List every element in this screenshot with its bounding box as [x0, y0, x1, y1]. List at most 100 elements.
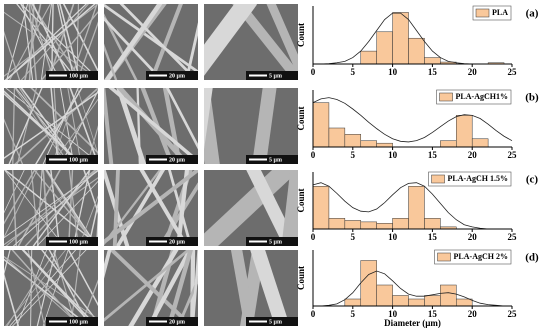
- y-axis-label: Count: [296, 188, 306, 212]
- bar: [408, 298, 425, 307]
- panel-label: (c): [526, 174, 539, 186]
- sem-image: 100 µm: [0, 245, 105, 330]
- bar: [392, 12, 409, 65]
- fibre: [16, 88, 37, 164]
- bar: [408, 186, 425, 230]
- scale-bar-label: 5 µm: [269, 319, 282, 325]
- fibre: [4, 4, 98, 77]
- fibre: [104, 43, 118, 80]
- legend-label: PLA: [492, 8, 508, 17]
- bar: [344, 220, 362, 230]
- sem-image: 100 µm: [4, 4, 98, 80]
- fibre: [50, 88, 59, 164]
- scale-bar-label: 100 µm: [69, 157, 88, 163]
- fibre: [0, 245, 1, 330]
- fibre: [69, 4, 98, 80]
- sem-image: 20 µm: [104, 250, 198, 326]
- fibre: [112, 170, 120, 246]
- sem-content: 5 µm: [204, 170, 298, 246]
- panel-label: (b): [525, 92, 539, 104]
- fibre: [166, 250, 193, 326]
- sem-image: 5 µm: [204, 250, 298, 326]
- fibre: [35, 88, 83, 164]
- fibre: [69, 88, 98, 164]
- fibre: [36, 180, 98, 246]
- fibre: [281, 170, 298, 246]
- scale-bar-label: 20 µm: [169, 319, 185, 325]
- fibre: [11, 170, 18, 246]
- x-tick-label: 5: [351, 150, 356, 160]
- fibre: [67, 88, 82, 164]
- fibre: [204, 4, 258, 76]
- fibre: [119, 4, 198, 80]
- fibre: [4, 170, 65, 246]
- scale-bar-bg: [46, 317, 98, 326]
- x-tick-label: 10: [388, 150, 398, 160]
- fibre: [29, 4, 55, 80]
- fibre: [32, 4, 72, 80]
- scale-bar-bg: [46, 237, 98, 246]
- bar: [328, 218, 346, 230]
- x-tick-label: 20: [468, 67, 478, 77]
- fibre: [20, 4, 61, 80]
- bar: [392, 295, 409, 307]
- legend-box: [434, 249, 512, 265]
- fibre: [76, 21, 98, 80]
- fibre: [33, 170, 98, 246]
- fibre: [104, 88, 114, 164]
- fibre: [9, 250, 77, 326]
- fibre: [4, 170, 36, 225]
- bar: [440, 140, 457, 148]
- bar: [471, 138, 489, 148]
- bar: [408, 37, 425, 65]
- fibre: [4, 90, 83, 164]
- fibre: [57, 4, 75, 80]
- x-tick-label: 20: [468, 150, 478, 160]
- bar: [360, 140, 377, 148]
- fibre: [104, 250, 112, 279]
- fibre: [12, 250, 87, 326]
- fibre: [8, 88, 43, 164]
- fibre: [11, 250, 82, 326]
- fibre: [46, 170, 98, 246]
- fibre: [18, 88, 70, 164]
- x-tick-label: 15: [428, 309, 438, 319]
- fibre: [28, 4, 37, 80]
- x-tick-label: 5: [351, 309, 356, 319]
- fibre: [98, 245, 105, 330]
- fibre: [4, 91, 98, 160]
- bar: [344, 134, 362, 148]
- fibre: [4, 118, 24, 164]
- fibre: [104, 170, 198, 245]
- sem-content: 100 µm: [0, 245, 105, 330]
- bar: [312, 102, 330, 148]
- fibre: [5, 250, 66, 326]
- fibre: [4, 170, 98, 239]
- sem-content: 5 µm: [204, 88, 298, 164]
- fibre: [76, 88, 98, 156]
- fibre: [104, 16, 164, 80]
- bar: [312, 186, 330, 230]
- bar: [456, 298, 473, 307]
- fibre: [53, 88, 60, 164]
- bar: [456, 115, 473, 148]
- x-tick-label: 0: [311, 150, 316, 160]
- legend-label: PLA-AgCH 1.5%: [448, 174, 508, 183]
- x-tick-label: 0: [311, 67, 316, 77]
- x-tick-label: 25: [508, 67, 518, 77]
- sem-image: 5 µm: [204, 4, 298, 80]
- fibre: [30, 88, 98, 154]
- scale-bar-bg: [146, 71, 198, 80]
- fibre: [95, 210, 98, 246]
- sem-content: 20 µm: [104, 170, 198, 246]
- legend-label: PLA-AgCH1%: [456, 92, 508, 101]
- fibre: [4, 255, 98, 320]
- sem-content: 5 µm: [204, 4, 298, 80]
- fibre: [108, 88, 198, 164]
- fibre: [42, 250, 69, 326]
- fibre: [168, 170, 193, 246]
- bar: [376, 223, 393, 230]
- fibre: [149, 4, 183, 80]
- fibre: [16, 250, 47, 326]
- fibre: [136, 88, 141, 164]
